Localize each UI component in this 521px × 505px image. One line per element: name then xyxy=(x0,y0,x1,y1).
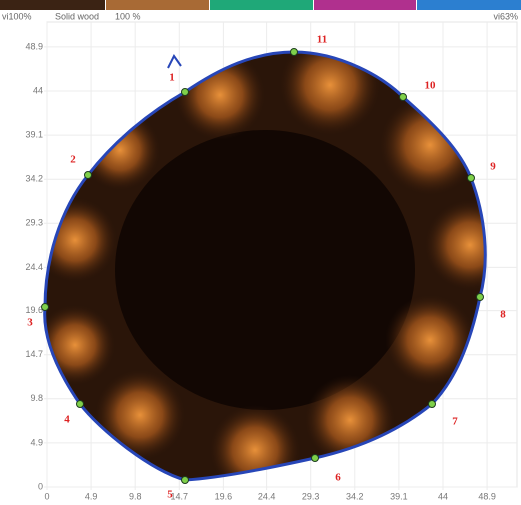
toolbar-label: Solid wood xyxy=(55,11,99,21)
sensor-point xyxy=(399,93,407,101)
swatch[interactable] xyxy=(106,0,209,10)
sensor-label: 2 xyxy=(70,154,76,166)
sensor-label: 3 xyxy=(27,317,33,329)
sensor-point xyxy=(84,171,92,179)
sensor-point xyxy=(41,303,49,311)
sensor-point xyxy=(428,400,436,408)
swatch[interactable] xyxy=(314,0,416,10)
sensor-point xyxy=(181,88,189,96)
y-tick-label: 29.3 xyxy=(25,218,43,228)
sensor-point xyxy=(311,454,319,462)
sensor-label: 7 xyxy=(452,416,458,428)
sensor-point xyxy=(181,476,189,484)
heat-map xyxy=(44,52,486,480)
toolbar-label: 100 % xyxy=(115,11,141,21)
swatch[interactable] xyxy=(417,0,521,10)
sensor-point xyxy=(476,293,484,301)
sensor-label: 4 xyxy=(64,414,70,426)
x-tick-label: 9.8 xyxy=(129,491,142,501)
sensor-point xyxy=(76,400,84,408)
sensor-point xyxy=(290,48,298,56)
sensor-label: 10 xyxy=(425,80,437,92)
sensor-point xyxy=(467,174,475,182)
cursor-arrow xyxy=(167,54,182,69)
swatch[interactable] xyxy=(210,0,313,10)
x-tick-label: 24.4 xyxy=(258,491,276,501)
x-tick-label: 29.3 xyxy=(302,491,320,501)
y-tick-label: 14.7 xyxy=(25,349,43,359)
y-tick-label: 4.9 xyxy=(30,437,43,447)
sensor-label: 1 xyxy=(169,72,175,84)
toolbar-label: vi100% xyxy=(2,11,32,21)
y-tick-label: 19.6 xyxy=(25,305,43,315)
sensors: 1 2 3 4 5 6 7 8 9 10 11 xyxy=(27,34,506,501)
x-tick-label: 4.9 xyxy=(85,491,98,501)
y-tick-label: 44 xyxy=(33,85,43,95)
sensor-label: 5 xyxy=(167,489,173,501)
x-tick-label: 39.1 xyxy=(390,491,408,501)
y-tick-label: 34.2 xyxy=(25,174,43,184)
sensor-label: 8 xyxy=(500,309,506,321)
sensor-label: 9 xyxy=(490,161,496,173)
y-tick-label: 48.9 xyxy=(25,41,43,51)
y-tick-label: 9.8 xyxy=(30,393,43,403)
toolbar-label: vi63% xyxy=(493,11,518,21)
y-tick-label: 39.1 xyxy=(25,129,43,139)
x-tick-label: 19.6 xyxy=(215,491,233,501)
sensor-label: 11 xyxy=(317,34,327,46)
x-tick-label: 48.9 xyxy=(478,491,496,501)
x-tick-label: 0 xyxy=(44,491,49,501)
y-tick-label: 24.4 xyxy=(25,262,43,272)
y-tick-label: 0 xyxy=(38,481,43,491)
x-tick-label: 34.2 xyxy=(346,491,364,501)
x-tick-label: 44 xyxy=(438,491,448,501)
sensor-label: 6 xyxy=(335,472,341,484)
x-tick-label: 14.7 xyxy=(171,491,189,501)
swatch[interactable] xyxy=(0,0,105,10)
